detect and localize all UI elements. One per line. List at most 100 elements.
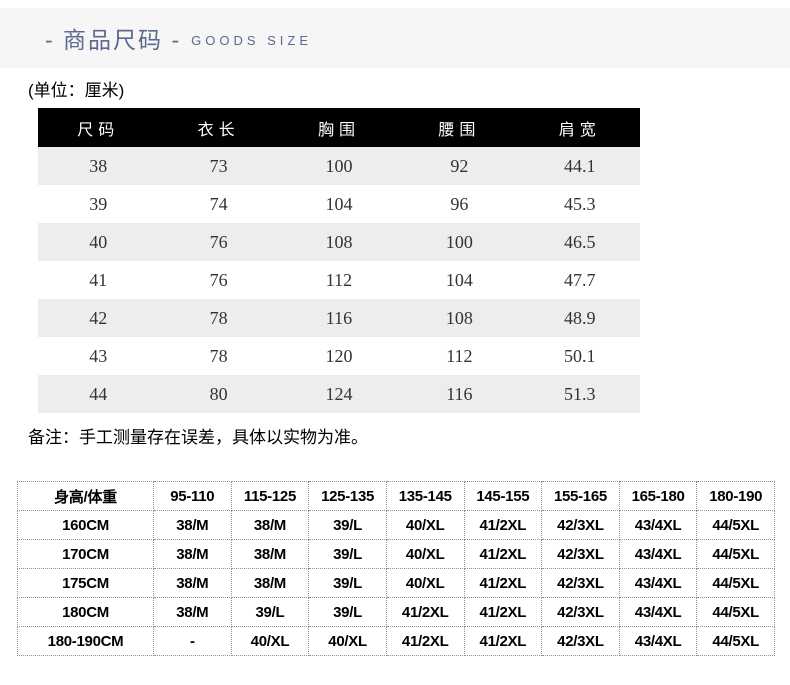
table-cell: 76 (209, 269, 228, 290)
table-cell: 78 (158, 299, 279, 337)
table-cell: 44.1 (519, 147, 640, 185)
table-cell: 46.5 (519, 223, 640, 261)
table-cell: 38/M (153, 510, 232, 540)
table-row: 170CM 38/M 38/M 39/L 40/XL 41/2XL 42/3XL 43/4XL… (17, 539, 775, 569)
table-cell: 78 (209, 345, 228, 366)
table-row: 44 80 124 116 51.3 (38, 375, 640, 413)
row-header-cell: 44 (38, 375, 159, 413)
table-cell: 41/2XL (385, 597, 465, 627)
table-header-row: 身高/体重 95-110 115-125 125-135 135-145 145-155 1… (17, 481, 775, 511)
table-cell: 100 (399, 223, 520, 261)
table-cell: 39/L (308, 597, 387, 627)
table-cell: 100 (278, 147, 400, 185)
table-row: 39 74 104 96 45.3 (38, 185, 640, 223)
row-header-cell: 39 (89, 193, 108, 214)
table-row: 160CM 38/M 38/M 39/L 40/XL 41/2XL 42/3XL 43/4XL… (17, 510, 775, 540)
column-header: 165-180 (618, 481, 698, 511)
table-cell: 112 (446, 345, 473, 366)
table-cell: 38/M (230, 539, 310, 569)
table-cell: 42/3XL (541, 568, 620, 598)
table-cell: 43/4XL (618, 568, 698, 598)
table-cell: 42/3XL (541, 539, 620, 569)
table-cell: 42/3XL (541, 510, 620, 540)
table-cell: 44/5XL (696, 626, 775, 656)
table-cell: 43/4XL (618, 539, 698, 569)
table-cell: 124 (278, 375, 400, 413)
table-cell: 41/2XL (463, 597, 543, 627)
table-cell: 39/L (230, 597, 310, 627)
section-title-cn: - 商品尺码 - (45, 27, 182, 53)
size-table: 尺码 衣长 胸围 腰围 肩宽 38 73 100 92 44.1 39 74 104 96 45.3 40 76… (38, 108, 640, 413)
column-header: 95-110 (153, 481, 232, 511)
column-header: 180-190 (696, 481, 775, 511)
table-cell: 92 (399, 147, 520, 185)
table-cell: 38/M (230, 568, 310, 598)
unit-label: (单位：厘米) (28, 81, 125, 100)
table-cell: 50.1 (564, 345, 596, 366)
row-header-cell: 40 (38, 223, 159, 261)
row-header-cell: 160CM (17, 510, 154, 540)
table-cell: 38/M (230, 510, 310, 540)
remark-text: 备注：手工测量存在误差，具体以实物为准。 (28, 428, 368, 447)
table-cell: 73 (158, 147, 279, 185)
table-row: 43 78 120 112 50.1 (38, 337, 640, 375)
table-cell: 104 (325, 193, 353, 214)
table-cell: 40/XL (385, 568, 465, 598)
table-cell: 96 (450, 193, 469, 214)
table-row: 180-190CM -40/XL 40/XL 41/2XL 41/2XL 42/3XL 43… (17, 626, 775, 656)
row-header-cell: 170CM (17, 539, 154, 569)
table-cell: 112 (325, 269, 353, 290)
table-cell: 74 (209, 193, 228, 214)
table-cell: 39/L (308, 568, 387, 598)
row-header-cell: 180-190CM (17, 626, 154, 656)
table-cell: 104 (445, 269, 473, 290)
row-header-cell: 180CM (17, 597, 154, 627)
column-header: 肩宽 (519, 108, 640, 147)
row-header-cell: 42 (38, 299, 159, 337)
table-row: 175CM 38/M 38/M 39/L 40/XL 41/2XL 42/3XL 43/4XL… (17, 568, 775, 598)
table-cell: 116 (278, 299, 400, 337)
table-cell: 45.3 (564, 193, 596, 214)
table-header-row: 尺码 衣长 胸围 腰围 肩宽 (38, 108, 640, 147)
table-cell: 39/L (308, 510, 387, 540)
column-header: 155-165 (541, 481, 620, 511)
column-header: 145-155 (463, 481, 543, 511)
row-header-cell: 43 (89, 345, 108, 366)
row-header-cell: 175CM (17, 568, 154, 598)
column-header: 衣长 (158, 108, 279, 147)
table-cell: 47.7 (564, 269, 596, 290)
column-header: 135-145 (385, 481, 465, 511)
table-cell: 38/M (153, 539, 232, 569)
table-row: 42 78 116 108 48.9 (38, 299, 640, 337)
table-cell: 40/XL (385, 539, 465, 569)
section-title-en: GOODS SIZE (191, 32, 313, 48)
table-cell: 108 (278, 223, 400, 261)
table-cell: 43/4XL (618, 510, 698, 540)
table-cell: 38/M (153, 597, 232, 627)
table-row: 40 76 108 100 46.5 (38, 223, 640, 261)
table-cell: 44/5XL (696, 597, 775, 627)
table-cell: 39/L (308, 539, 387, 569)
table-cell: 43/4XL (618, 597, 698, 627)
table-cell: 51.3 (519, 375, 640, 413)
table-cell: 44/5XL (696, 539, 775, 569)
table-cell: 41/2XL (385, 626, 465, 656)
column-header: 身高/体重 (17, 481, 154, 511)
table-row: 38 73 100 92 44.1 (38, 147, 640, 185)
table-cell: 42/3XL (541, 597, 620, 627)
table-cell: 38/M (153, 568, 232, 598)
section-header-banner: - 商品尺码 - GOODS SIZE (0, 8, 790, 68)
table-cell: 44/5XL (696, 568, 775, 598)
table-row: 41 76 112 104 47.7 (38, 261, 640, 299)
table-cell: 44/5XL (696, 510, 775, 540)
table-cell: 41/2XL (463, 510, 543, 540)
column-header: 尺码 (38, 108, 159, 147)
table-cell: 120 (325, 345, 353, 366)
table-row: 180CM 38/M 39/L 39/L 41/2XL 41/2XL 42/3XL 43/4X… (17, 597, 775, 627)
table-cell: 40/XL (308, 626, 387, 656)
table-cell: 116 (399, 375, 520, 413)
row-header-cell: 38 (38, 147, 159, 185)
table-cell: 40/XL (230, 626, 310, 656)
column-header: 125-135 (308, 481, 387, 511)
